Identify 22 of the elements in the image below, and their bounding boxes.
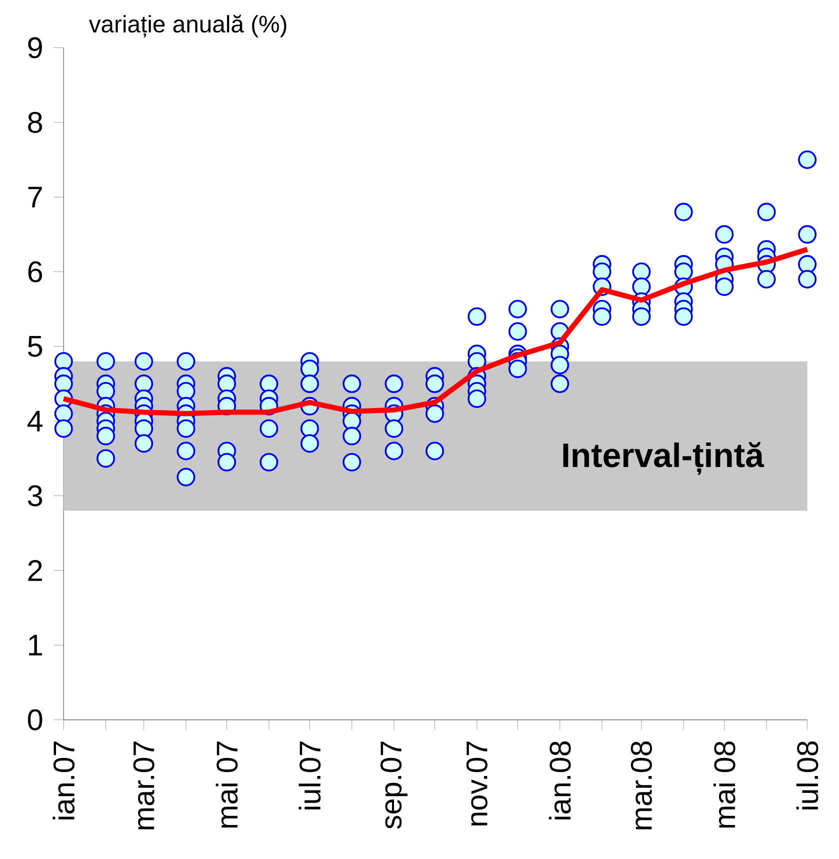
x-tick-label: nov.07 [466,742,488,826]
y-tick-label: 6 [28,261,42,282]
y-tick-label: 0 [28,709,42,730]
x-tick-label: mai 08 [713,741,736,828]
y-tick-label: 1 [29,634,42,656]
y-tick-label: 4 [27,410,42,432]
y-tick-label: 8 [28,112,42,133]
x-tick-label: mar.07 [133,742,154,830]
x-tick-label: ian.07 [52,742,75,820]
x-tick-label: iul.08 [796,741,818,810]
x-tick-label: ian.08 [548,741,571,820]
y-tick-label: 7 [28,186,42,208]
x-tick-label: sep.07 [380,742,408,829]
y-tick-label: 5 [28,336,42,357]
y-tick-label: 9 [28,37,42,58]
x-tick-label: mai 07 [216,742,238,828]
y-tick-label: 2 [28,560,42,581]
band-label: Interval-țintă [563,442,764,475]
y-tick-label: 3 [28,485,42,506]
y-axis-title: variație anuală (%) [88,14,286,38]
x-tick-label: mar.08 [630,741,652,830]
x-tick-label: iul.07 [298,742,321,810]
